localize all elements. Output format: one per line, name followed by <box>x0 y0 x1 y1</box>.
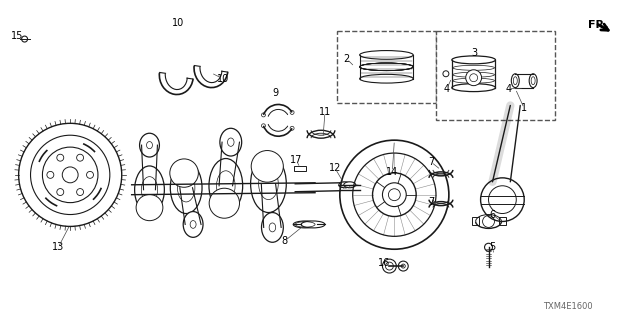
Text: 13: 13 <box>52 242 65 252</box>
Text: 2: 2 <box>344 54 350 64</box>
Bar <box>472 218 479 225</box>
Ellipse shape <box>293 221 317 228</box>
Circle shape <box>466 70 481 86</box>
Ellipse shape <box>511 74 519 88</box>
Ellipse shape <box>220 128 242 156</box>
Ellipse shape <box>344 182 356 188</box>
Text: 17: 17 <box>290 155 302 165</box>
Text: 7: 7 <box>428 157 434 167</box>
Ellipse shape <box>183 212 203 237</box>
Text: 4: 4 <box>444 84 450 94</box>
Ellipse shape <box>301 221 325 228</box>
Text: 4: 4 <box>506 84 511 94</box>
Bar <box>499 218 506 225</box>
Ellipse shape <box>170 162 202 213</box>
Text: 7: 7 <box>428 196 434 207</box>
Ellipse shape <box>452 56 495 64</box>
Ellipse shape <box>339 182 351 188</box>
Ellipse shape <box>209 188 239 218</box>
Ellipse shape <box>134 166 164 213</box>
Text: 14: 14 <box>387 167 399 177</box>
Text: 3: 3 <box>472 48 477 58</box>
Bar <box>294 166 306 171</box>
Text: 8: 8 <box>281 236 287 246</box>
Circle shape <box>481 178 524 221</box>
Text: FR.: FR. <box>588 20 608 30</box>
Ellipse shape <box>170 159 198 187</box>
Text: 9: 9 <box>273 88 278 98</box>
Ellipse shape <box>262 212 284 242</box>
Ellipse shape <box>136 195 163 221</box>
Ellipse shape <box>140 133 159 157</box>
Bar <box>436 31 555 120</box>
Text: TXM4E1600: TXM4E1600 <box>543 302 593 311</box>
Text: 16: 16 <box>378 258 390 268</box>
Text: 10: 10 <box>217 74 229 84</box>
Ellipse shape <box>209 158 243 213</box>
Ellipse shape <box>452 84 495 92</box>
Ellipse shape <box>252 150 284 182</box>
Text: 12: 12 <box>329 163 341 173</box>
Text: 6: 6 <box>490 210 495 220</box>
Circle shape <box>506 91 525 110</box>
Text: 5: 5 <box>490 242 495 252</box>
Ellipse shape <box>251 155 286 212</box>
Bar <box>337 31 436 102</box>
Text: 11: 11 <box>319 108 331 117</box>
Text: 1: 1 <box>521 103 527 114</box>
Text: 15: 15 <box>10 31 23 41</box>
Ellipse shape <box>529 74 537 88</box>
Text: 10: 10 <box>172 18 184 28</box>
